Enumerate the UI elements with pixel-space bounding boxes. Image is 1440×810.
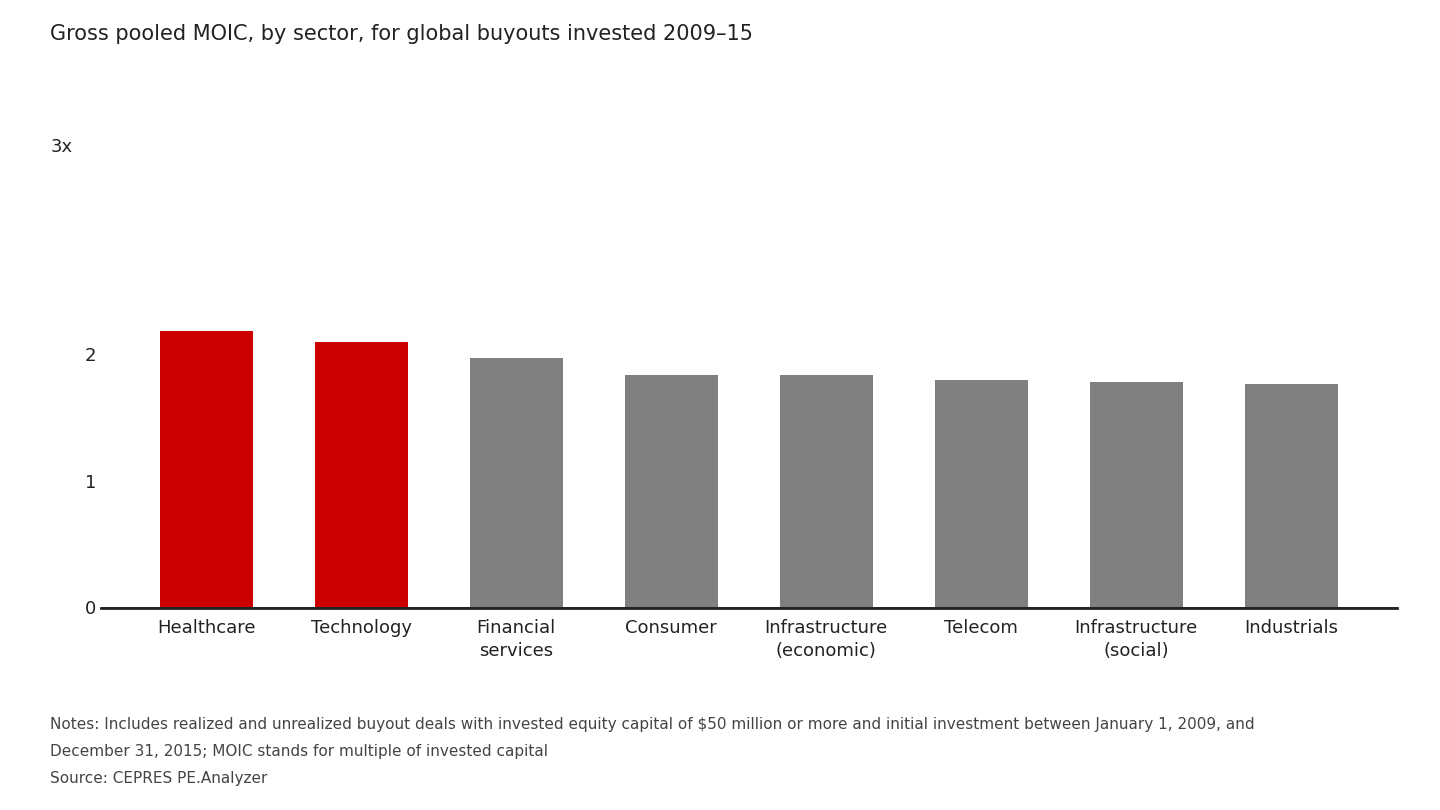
Bar	[1090, 382, 1182, 608]
Bar	[1244, 384, 1338, 608]
Bar	[469, 357, 563, 608]
Bar	[160, 330, 253, 608]
Text: Source: CEPRES PE.Analyzer: Source: CEPRES PE.Analyzer	[50, 771, 268, 787]
Text: Notes: Includes realized and unrealized buyout deals with invested equity capita: Notes: Includes realized and unrealized …	[50, 717, 1256, 732]
Bar	[625, 375, 717, 608]
Bar	[315, 343, 408, 608]
Text: 3x: 3x	[50, 138, 72, 156]
Bar	[935, 381, 1028, 608]
Text: Gross pooled MOIC, by sector, for global buyouts invested 2009–15: Gross pooled MOIC, by sector, for global…	[50, 24, 753, 45]
Text: December 31, 2015; MOIC stands for multiple of invested capital: December 31, 2015; MOIC stands for multi…	[50, 744, 549, 759]
Bar	[780, 375, 873, 608]
